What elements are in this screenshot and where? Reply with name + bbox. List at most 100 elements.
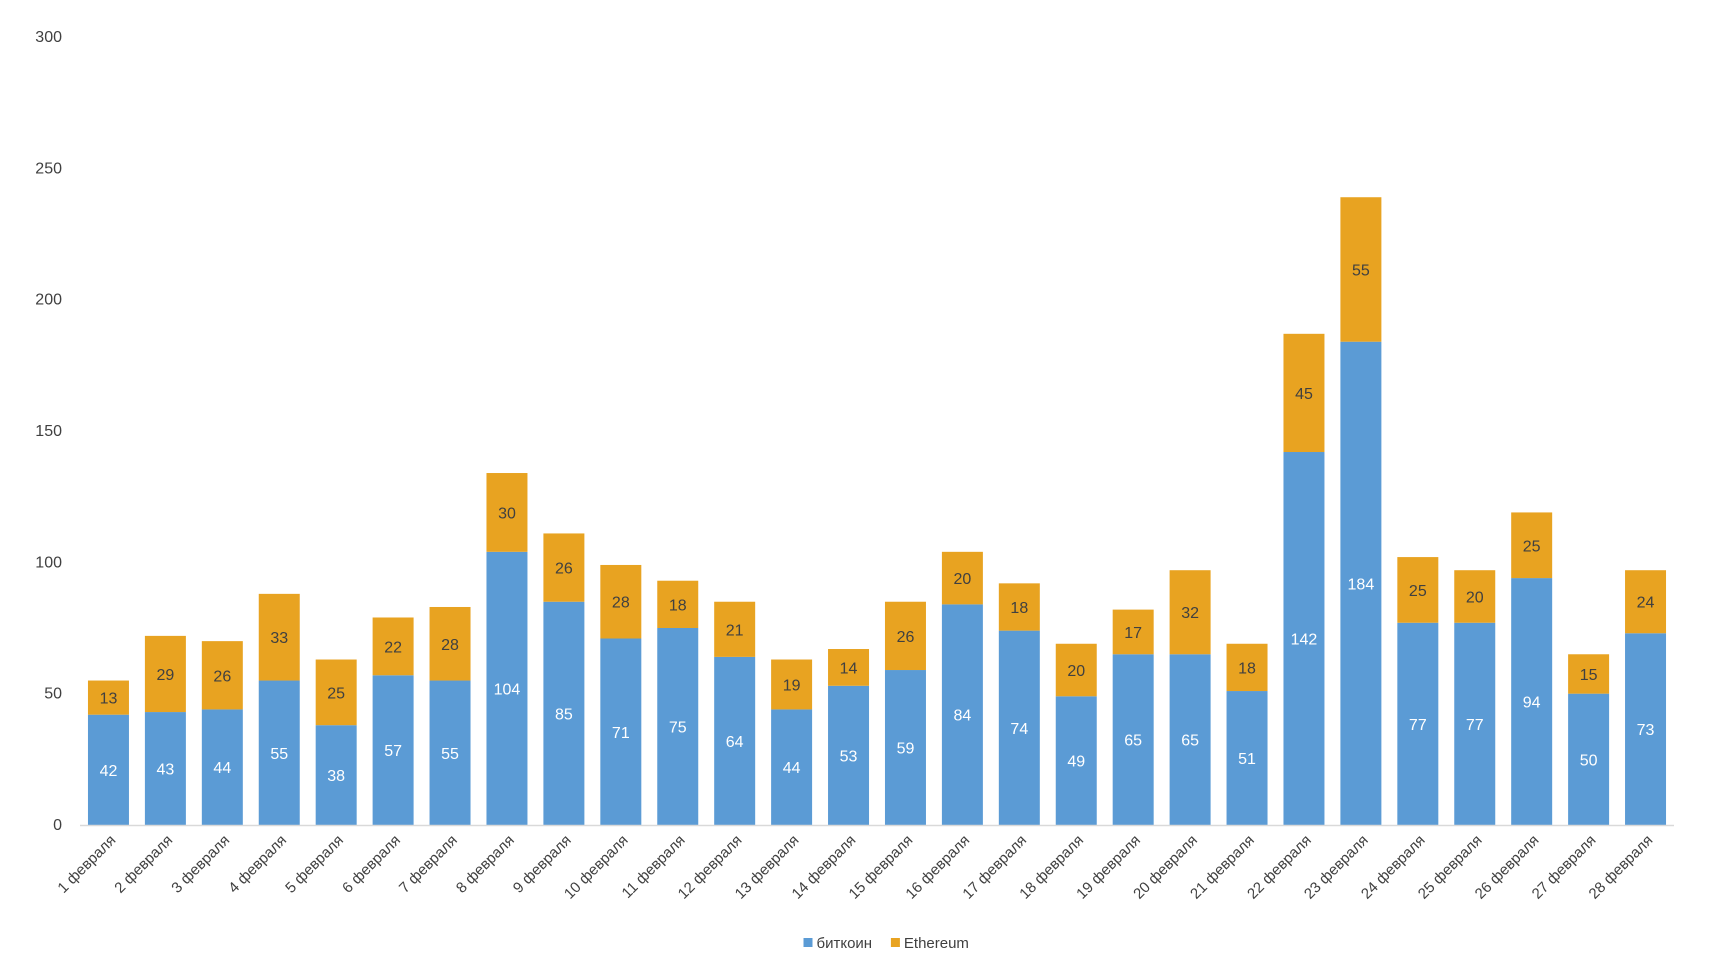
data-label: 77	[1466, 717, 1484, 734]
data-label: 75	[669, 720, 687, 737]
data-label: 85	[555, 706, 573, 723]
bar-segment-bitcoin	[1625, 633, 1667, 825]
legend-label: Ethereum	[904, 935, 969, 952]
data-label: 25	[1523, 538, 1541, 555]
data-label: 20	[1466, 589, 1484, 606]
y-tick-label: 250	[35, 160, 62, 177]
y-tick-label: 50	[44, 686, 62, 703]
data-label: 64	[726, 734, 744, 751]
bar-segment-bitcoin	[714, 656, 756, 825]
bar-segment-ethereum	[1511, 512, 1553, 579]
bar-segment-bitcoin	[600, 638, 642, 825]
bar-segment-ethereum	[1283, 333, 1325, 453]
bar-segment-bitcoin	[1511, 578, 1553, 825]
x-tick-label: 1 февраля	[54, 832, 119, 897]
bar-segment-bitcoin	[1340, 341, 1382, 825]
data-label: 84	[953, 708, 971, 725]
bar-segment-bitcoin	[998, 630, 1040, 825]
bar-segment-ethereum	[714, 601, 756, 657]
bar-segment-ethereum	[1454, 570, 1496, 623]
bar-segment-ethereum	[884, 601, 926, 671]
bar-segment-bitcoin	[258, 680, 300, 825]
data-label: 32	[1181, 605, 1199, 622]
bar-segment-ethereum	[543, 533, 585, 602]
bar-segment-bitcoin	[1055, 696, 1097, 825]
data-label: 55	[270, 746, 288, 763]
y-tick-label: 200	[35, 292, 62, 309]
bars-group: 42 13 43 29 44 26 55 33 38 25 57 22 55 28 104 30 85 26 71 2…	[87, 197, 1667, 825]
bar-segment-bitcoin	[372, 675, 414, 825]
data-label: 55	[1352, 262, 1370, 279]
y-tick-label: 150	[35, 423, 62, 440]
data-label: 73	[1637, 722, 1655, 739]
data-label: 25	[1409, 583, 1427, 600]
data-label: 18	[1010, 600, 1028, 617]
y-tick-label: 0	[53, 817, 62, 834]
bar-segment-ethereum	[657, 580, 699, 628]
data-label: 71	[612, 725, 630, 742]
bar-segment-ethereum	[258, 593, 300, 681]
data-label: 53	[840, 748, 858, 765]
bar-segment-bitcoin	[1397, 622, 1439, 825]
data-label: 22	[384, 639, 402, 656]
bar-segment-bitcoin	[771, 709, 813, 825]
bar-segment-ethereum	[998, 583, 1040, 631]
data-label: 28	[441, 637, 459, 654]
bar-segment-ethereum	[372, 617, 414, 676]
bar-segment-ethereum	[1397, 557, 1439, 623]
bar-segment-ethereum	[201, 641, 243, 710]
data-label: 18	[669, 597, 687, 614]
data-label: 142	[1291, 632, 1318, 649]
x-tick-label: 7 февраля	[396, 832, 461, 897]
data-label: 26	[555, 561, 573, 578]
data-label: 43	[156, 762, 174, 779]
data-label: 44	[213, 760, 231, 777]
y-axis: 0 50 100 150 200 250 300	[35, 29, 62, 834]
data-label: 45	[1295, 386, 1313, 403]
data-label: 21	[726, 622, 744, 639]
bar-segment-ethereum	[87, 680, 129, 715]
bar-segment-bitcoin	[1454, 622, 1496, 825]
bar-segment-bitcoin	[657, 628, 699, 825]
data-label: 38	[327, 768, 345, 785]
bar-segment-ethereum	[315, 659, 357, 726]
bar-segment-bitcoin	[1568, 693, 1610, 825]
bar-segment-ethereum	[771, 659, 813, 710]
data-label: 59	[897, 741, 915, 758]
bar-segment-ethereum	[1112, 609, 1154, 655]
bar-segment-bitcoin	[144, 712, 186, 825]
bar-segment-ethereum	[941, 551, 983, 605]
data-label: 44	[783, 760, 801, 777]
bar-segment-bitcoin	[1283, 452, 1325, 825]
bar-segment-bitcoin	[486, 551, 528, 825]
data-label: 51	[1238, 751, 1256, 768]
bar-segment-ethereum	[600, 564, 642, 639]
bar-segment-bitcoin	[884, 670, 926, 825]
x-tick-label: 5 февраля	[282, 832, 347, 897]
x-tick-label: 2 февраля	[111, 832, 176, 897]
data-label: 20	[1067, 663, 1085, 680]
data-label: 25	[327, 685, 345, 702]
data-label: 77	[1409, 717, 1427, 734]
legend-swatch	[890, 938, 900, 947]
data-label: 29	[156, 667, 174, 684]
data-label: 50	[1580, 752, 1598, 769]
bar-segment-bitcoin	[201, 709, 243, 825]
data-label: 15	[1580, 667, 1598, 684]
legend-label: биткоин	[817, 935, 873, 952]
x-tick-label: 4 февраля	[225, 832, 290, 897]
data-label: 104	[494, 681, 521, 698]
bar-segment-ethereum	[1226, 643, 1268, 692]
data-label: 26	[213, 668, 231, 685]
legend-swatch	[803, 938, 813, 947]
bar-segment-ethereum	[828, 649, 870, 686]
data-label: 24	[1637, 595, 1655, 612]
bar-segment-bitcoin	[1169, 654, 1211, 825]
x-tick-label: 8 февраля	[453, 832, 518, 897]
data-label: 57	[384, 743, 402, 760]
bar-segment-bitcoin	[87, 714, 129, 825]
data-label: 28	[612, 595, 630, 612]
data-label: 94	[1523, 695, 1541, 712]
y-tick-label: 300	[35, 29, 62, 46]
